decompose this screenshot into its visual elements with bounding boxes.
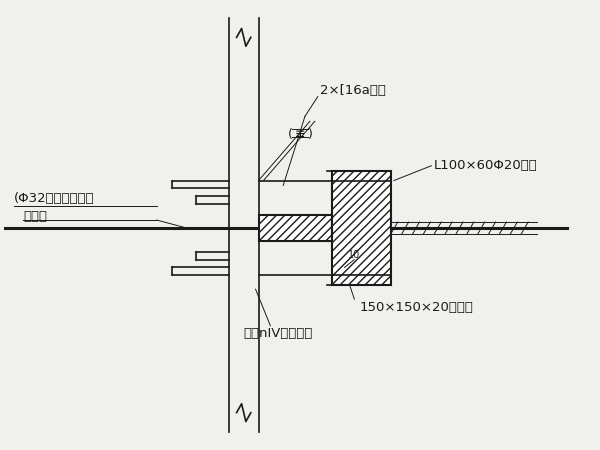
Text: 10: 10 <box>348 250 361 260</box>
Text: 2×[16a槽鉢: 2×[16a槽鉢 <box>320 84 386 97</box>
Bar <box>259 215 332 241</box>
Text: (Φ32预应力鉢筋）: (Φ32预应力鉢筋） <box>14 192 94 205</box>
Text: 锤系杆: 锤系杆 <box>23 210 47 223</box>
Text: L100×60Φ20鉢筋: L100×60Φ20鉢筋 <box>433 159 537 172</box>
Text: 150×150×20鉢垫板: 150×150×20鉢垫板 <box>359 301 473 314</box>
Text: $(\equiv)$: $(\equiv)$ <box>287 126 313 141</box>
Bar <box>332 171 391 285</box>
Text: 拉森nIV型鉢板栖: 拉森nIV型鉢板栖 <box>244 327 313 340</box>
